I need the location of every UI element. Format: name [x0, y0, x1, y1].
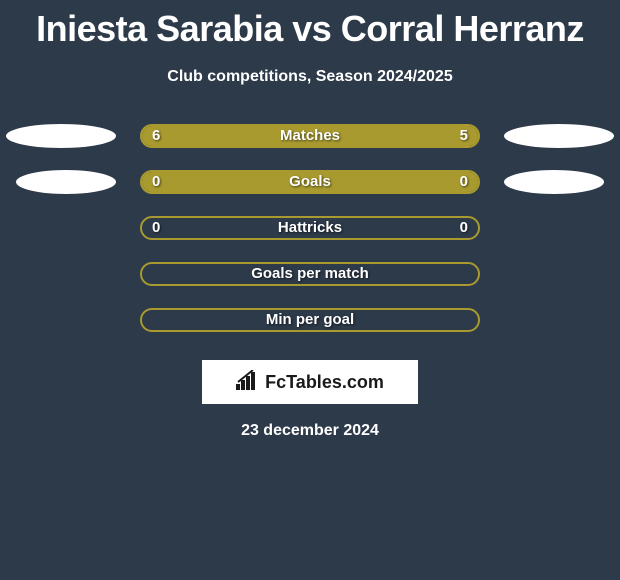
stats-container: 65Matches 00Goals 00Hattricks Goals per mat… — [0, 124, 620, 332]
stat-label: Goals — [0, 170, 620, 194]
stat-row: Goals per match — [0, 262, 620, 286]
page-subtitle: Club competitions, Season 2024/2025 — [0, 68, 620, 86]
page-title: Iniesta Sarabia vs Corral Herranz — [0, 0, 620, 50]
stat-row: Min per goal — [0, 308, 620, 332]
stat-label: Min per goal — [0, 308, 620, 332]
footer-date: 23 december 2024 — [0, 422, 620, 440]
stat-row: 00Hattricks — [0, 216, 620, 240]
logo-box: FcTables.com — [202, 360, 418, 404]
stat-label: Matches — [0, 124, 620, 148]
stat-label: Hattricks — [0, 216, 620, 240]
stat-row: 00Goals — [0, 170, 620, 194]
stat-row: 65Matches — [0, 124, 620, 148]
logo-text: FcTables.com — [265, 372, 384, 393]
stat-label: Goals per match — [0, 262, 620, 286]
chart-icon — [236, 370, 260, 395]
